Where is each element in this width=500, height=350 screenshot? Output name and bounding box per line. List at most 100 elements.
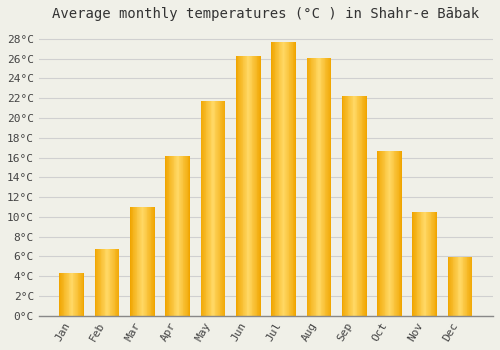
- Bar: [351, 96, 352, 316]
- Bar: [254, 56, 255, 316]
- Bar: [200, 101, 202, 316]
- Bar: [219, 101, 220, 316]
- Bar: [387, 150, 388, 316]
- Bar: [103, 250, 104, 316]
- Bar: [397, 150, 398, 316]
- Bar: [114, 250, 116, 316]
- Bar: [141, 207, 142, 316]
- Bar: [433, 212, 434, 316]
- Bar: [111, 250, 112, 316]
- Bar: [395, 150, 396, 316]
- Bar: [118, 250, 120, 316]
- Bar: [252, 56, 253, 316]
- Bar: [306, 58, 308, 316]
- Bar: [167, 155, 168, 316]
- Bar: [354, 96, 355, 316]
- Bar: [456, 257, 457, 316]
- Bar: [204, 101, 205, 316]
- Bar: [97, 250, 98, 316]
- Bar: [310, 58, 312, 316]
- Bar: [412, 212, 413, 316]
- Bar: [208, 101, 209, 316]
- Bar: [347, 96, 348, 316]
- Bar: [436, 212, 437, 316]
- Bar: [132, 207, 134, 316]
- Bar: [394, 150, 395, 316]
- Title: Average monthly temperatures (°C ) in Shahr-e Bābak: Average monthly temperatures (°C ) in Sh…: [52, 7, 480, 21]
- Bar: [138, 207, 139, 316]
- Bar: [464, 257, 465, 316]
- Bar: [400, 150, 401, 316]
- Bar: [149, 207, 150, 316]
- Bar: [172, 155, 173, 316]
- Bar: [454, 257, 455, 316]
- Bar: [154, 207, 155, 316]
- Bar: [450, 257, 451, 316]
- Bar: [135, 207, 136, 316]
- Bar: [460, 257, 461, 316]
- Bar: [217, 101, 218, 316]
- Bar: [306, 58, 307, 316]
- Bar: [239, 56, 240, 316]
- Bar: [420, 212, 422, 316]
- Bar: [470, 257, 471, 316]
- Bar: [102, 250, 103, 316]
- Bar: [344, 96, 345, 316]
- Bar: [413, 212, 414, 316]
- Bar: [207, 101, 208, 316]
- Bar: [330, 58, 331, 316]
- Bar: [356, 96, 358, 316]
- Bar: [178, 155, 180, 316]
- Bar: [259, 56, 260, 316]
- Bar: [427, 212, 428, 316]
- Bar: [466, 257, 468, 316]
- Bar: [457, 257, 458, 316]
- Bar: [253, 56, 254, 316]
- Bar: [392, 150, 393, 316]
- Bar: [216, 101, 217, 316]
- Bar: [324, 58, 326, 316]
- Bar: [170, 155, 171, 316]
- Bar: [255, 56, 256, 316]
- Bar: [401, 150, 402, 316]
- Bar: [67, 273, 68, 316]
- Bar: [185, 155, 186, 316]
- Bar: [182, 155, 184, 316]
- Bar: [100, 250, 102, 316]
- Bar: [146, 207, 148, 316]
- Bar: [390, 150, 391, 316]
- Bar: [361, 96, 362, 316]
- Bar: [322, 58, 323, 316]
- Bar: [220, 101, 221, 316]
- Bar: [68, 273, 70, 316]
- Bar: [175, 155, 176, 316]
- Bar: [328, 58, 329, 316]
- Bar: [117, 250, 118, 316]
- Bar: [429, 212, 430, 316]
- Bar: [277, 42, 278, 316]
- Bar: [81, 273, 82, 316]
- Bar: [79, 273, 80, 316]
- Bar: [414, 212, 415, 316]
- Bar: [285, 42, 286, 316]
- Bar: [465, 257, 466, 316]
- Bar: [455, 257, 456, 316]
- Bar: [314, 58, 315, 316]
- Bar: [378, 150, 379, 316]
- Bar: [458, 257, 459, 316]
- Bar: [174, 155, 175, 316]
- Bar: [292, 42, 294, 316]
- Bar: [273, 42, 274, 316]
- Bar: [330, 58, 331, 316]
- Bar: [144, 207, 145, 316]
- Bar: [240, 56, 241, 316]
- Bar: [448, 257, 450, 316]
- Bar: [412, 212, 413, 316]
- Bar: [60, 273, 61, 316]
- Bar: [451, 257, 452, 316]
- Bar: [222, 101, 223, 316]
- Bar: [242, 56, 244, 316]
- Bar: [327, 58, 328, 316]
- Bar: [221, 101, 222, 316]
- Bar: [110, 250, 111, 316]
